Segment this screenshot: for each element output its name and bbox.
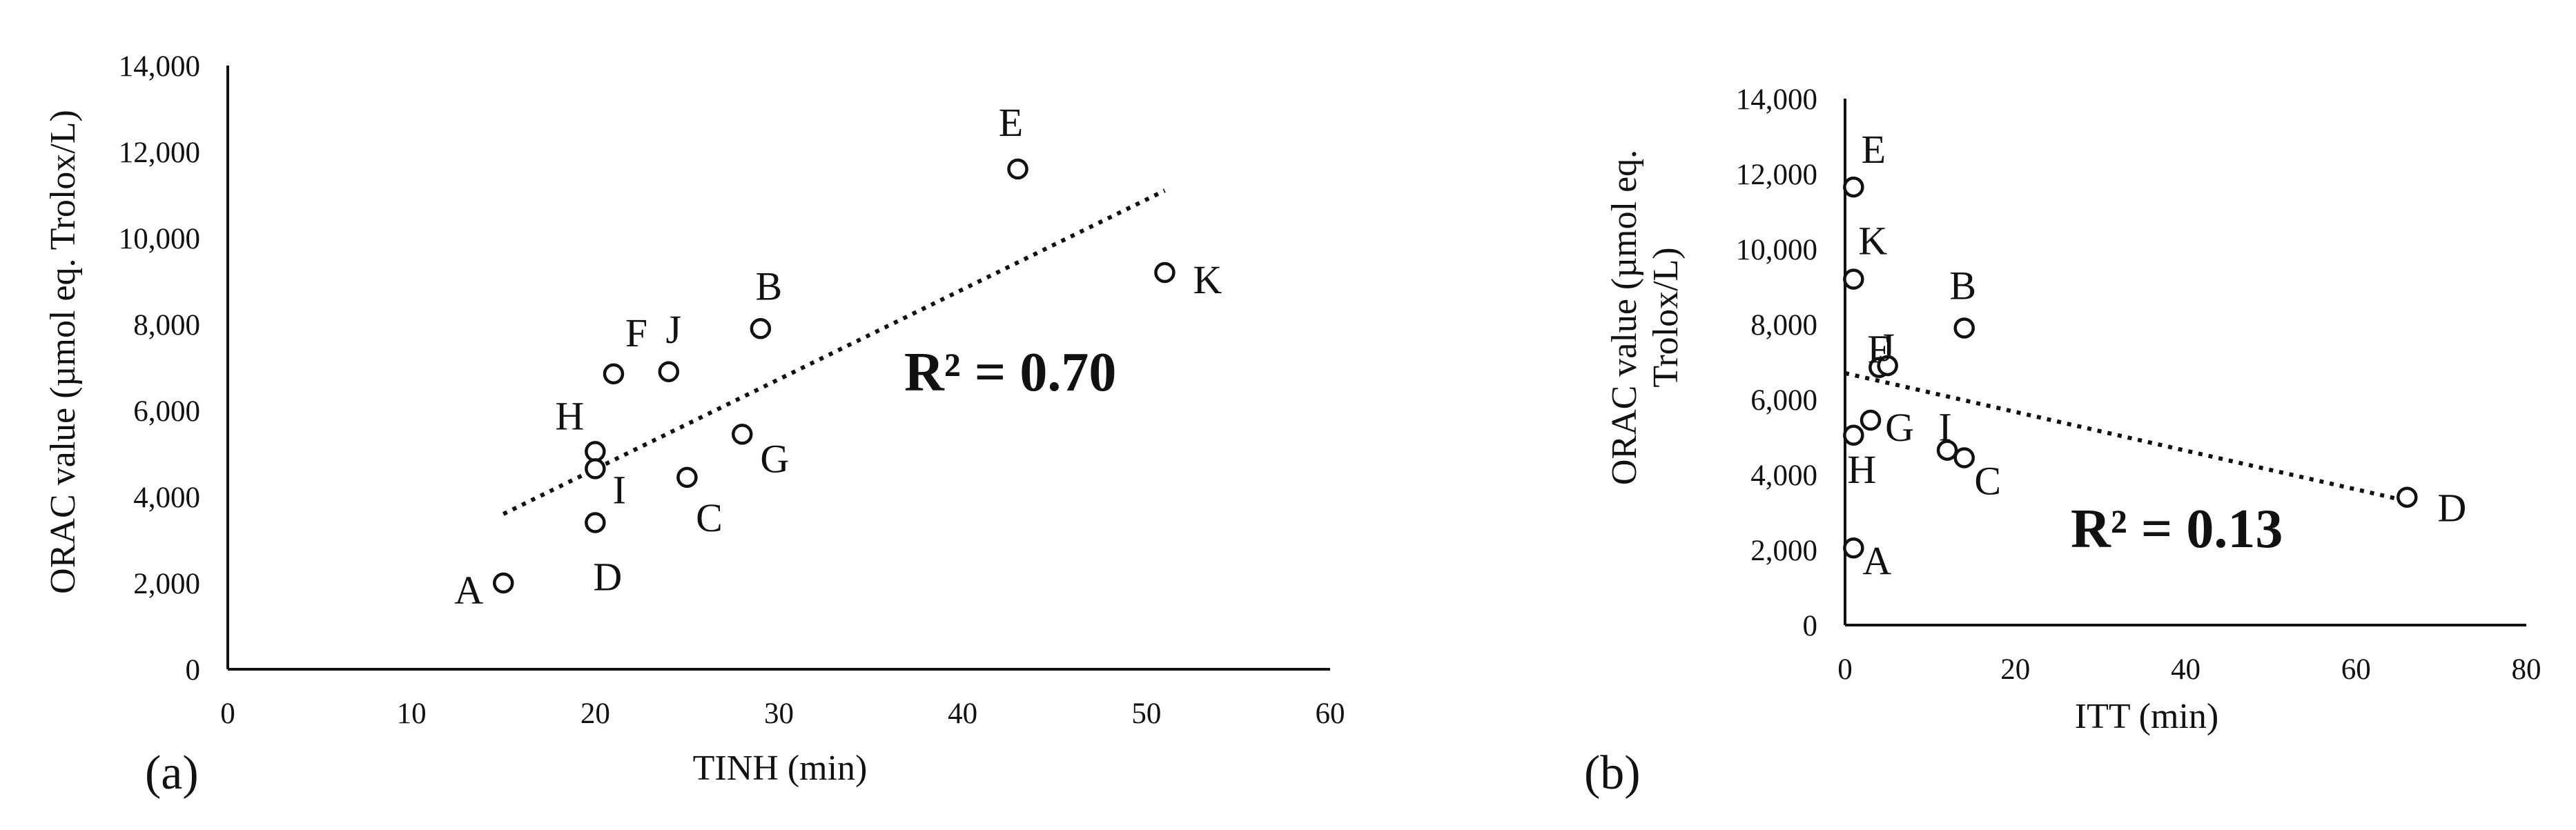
data-point-b-a [750, 318, 772, 339]
point-label-k-a: K [1193, 257, 1222, 302]
data-point-i-b [1936, 439, 1958, 461]
x-tick-label-b: 20 [2000, 653, 2030, 686]
y-tick-label-a: 12,000 [119, 137, 200, 169]
data-point-h-b [1843, 424, 1864, 446]
y-tick-label-a: 0 [186, 654, 201, 686]
point-label-c-b: C [1974, 458, 2001, 503]
point-label-b-a: B [756, 264, 783, 308]
chart-panel-b: ORAC value (µmol eq. Trolox/L) ITT (min)… [1584, 83, 2541, 800]
x-axis-title-b: ITT (min) [2075, 697, 2218, 736]
data-point-e-a [1007, 158, 1028, 180]
x-tick-label-b: 80 [2512, 653, 2541, 686]
panel-label-a: (a) [145, 747, 199, 800]
point-label-a-a: A [454, 568, 483, 613]
data-point-d-b [2397, 486, 2418, 508]
point-label-j-b: J [1879, 325, 1895, 370]
data-point-d-a [585, 512, 606, 533]
point-label-a-b: A [1862, 538, 1891, 583]
y-tick-label-a: 2,000 [133, 568, 200, 600]
x-tick-label-b: 40 [2171, 653, 2201, 686]
point-label-e-b: E [1862, 127, 1886, 172]
r-squared-annotation-b: R² = 0.13 [2071, 499, 2283, 560]
data-point-k-b [1843, 268, 1864, 290]
y-tick-label-b: 0 [1803, 610, 1818, 642]
point-label-g-a: G [760, 436, 789, 481]
y-tick-label-b: 6,000 [1750, 384, 1817, 417]
y-axis-title-a: ORAC value (µmol eq. Trolox/L) [43, 110, 83, 594]
data-point-h-a [585, 441, 606, 462]
x-tick-label-a: 40 [948, 698, 977, 730]
point-label-g-b: G [1885, 405, 1914, 450]
data-point-f-a [603, 363, 625, 385]
data-point-g-b [1860, 409, 1882, 431]
x-tick-label-a: 20 [580, 698, 610, 730]
x-tick-label-a: 60 [1316, 698, 1345, 730]
x-tick-label-a: 10 [397, 698, 427, 730]
x-axis-title-a: TINH (min) [693, 749, 868, 788]
data-point-k-a [1154, 261, 1175, 284]
point-label-d-b: D [2437, 486, 2466, 531]
y-tick-label-a: 8,000 [133, 309, 200, 342]
y-tick-label-b: 14,000 [1736, 83, 1817, 116]
point-label-k-b: K [1858, 219, 1887, 264]
point-label-i-b: I [1938, 405, 1951, 450]
y-tick-label-b: 10,000 [1736, 234, 1817, 266]
y-tick-label-b: 2,000 [1750, 535, 1817, 567]
x-tick-label-b: 60 [2341, 653, 2371, 686]
y-axis-title-b-line2: Trolox/L) [1646, 247, 1686, 387]
data-point-a-b [1843, 537, 1864, 559]
data-point-j-a [658, 361, 680, 382]
data-point-e-b [1843, 176, 1864, 198]
y-axis-title-b-line1: ORAC value (µmol eq. [1605, 150, 1644, 485]
y-tick-label-b: 8,000 [1750, 309, 1817, 342]
data-point-i-a [585, 458, 606, 480]
y-tick-label-a: 4,000 [133, 482, 200, 514]
y-tick-label-b: 12,000 [1736, 159, 1817, 191]
x-tick-label-a: 0 [220, 698, 235, 730]
r-squared-annotation-a: R² = 0.70 [904, 342, 1116, 403]
data-point-j-b [1877, 355, 1898, 377]
point-label-e-a: E [999, 100, 1023, 145]
point-label-c-a: C [696, 495, 723, 540]
data-point-c-a [676, 466, 698, 488]
data-point-c-b [1953, 447, 1975, 468]
x-tick-label-a: 30 [764, 698, 794, 730]
point-label-j-a: J [666, 307, 682, 352]
chart-panel-a: ORAC value (µmol eq. Trolox/L) TINH (min… [43, 50, 1345, 800]
data-point-a-a [493, 572, 514, 594]
x-tick-label-b: 0 [1837, 653, 1853, 686]
point-label-h-a: H [555, 393, 584, 438]
point-label-h-b: H [1847, 447, 1876, 492]
y-tick-label-a: 10,000 [119, 223, 200, 255]
y-tick-label-b: 4,000 [1750, 460, 1817, 492]
point-label-i-a: I [613, 467, 626, 512]
panel-label-b: (b) [1584, 747, 1641, 800]
point-label-f-a: F [625, 310, 647, 355]
point-label-d-a: D [593, 555, 622, 600]
data-point-g-a [732, 424, 753, 445]
point-label-b-b: B [1949, 263, 1976, 308]
trendline-a [502, 188, 1166, 516]
x-tick-label-a: 50 [1131, 698, 1161, 730]
y-tick-label-a: 14,000 [119, 50, 200, 83]
data-point-b-b [1953, 317, 1975, 339]
trendline-b [1844, 370, 2408, 504]
y-tick-label-a: 6,000 [133, 395, 200, 428]
